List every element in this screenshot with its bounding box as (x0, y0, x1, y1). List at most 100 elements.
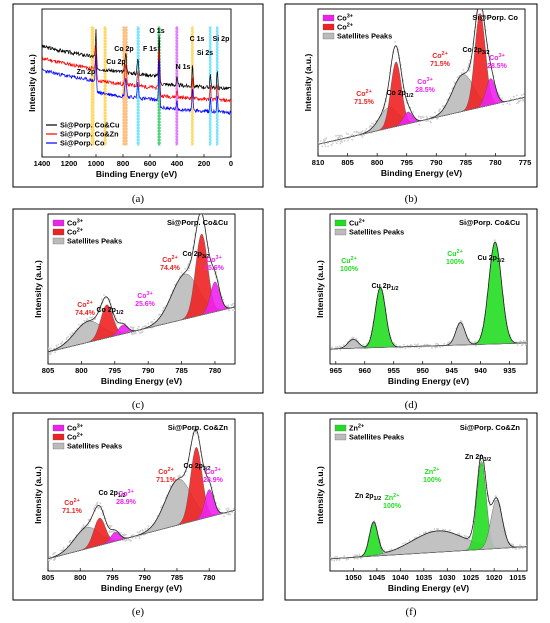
x-tick-label: 805 (42, 366, 55, 375)
raw-data-point (233, 510, 235, 513)
raw-data-point (417, 115, 420, 117)
raw-data-point (331, 346, 333, 349)
raw-data-point (130, 333, 133, 335)
background-line (48, 509, 235, 560)
raw-data-point (522, 99, 525, 102)
raw-data-point (425, 115, 428, 118)
raw-data-point (388, 549, 391, 552)
raw-data-point (140, 534, 142, 537)
y-axis-label: Intensity (a.u.) (33, 466, 43, 524)
raw-data-point (465, 535, 467, 538)
raw-data-point (347, 133, 350, 135)
raw-data-point (138, 332, 141, 334)
x-axis-label: Binding Energy (eV) (388, 583, 469, 593)
legend-label: Co2+ (337, 23, 353, 32)
raw-data-point (49, 555, 51, 558)
peak-label: Co 2p1/2 (98, 490, 125, 499)
raw-data-point (218, 508, 221, 511)
raw-data-point (522, 98, 524, 101)
raw-data-point (522, 93, 525, 96)
raw-data-point (87, 518, 90, 521)
panel-tag-a: (a) (132, 193, 145, 205)
raw-data-point (86, 318, 89, 320)
raw-data-point (60, 342, 63, 344)
raw-data-point (447, 341, 449, 344)
raw-data-point (124, 539, 127, 542)
raw-data-point (74, 329, 76, 332)
x-tick-label: 810 (312, 158, 325, 167)
raw-data-point (522, 340, 525, 342)
raw-data-point (402, 343, 405, 346)
x-tick-label: 950 (416, 366, 429, 375)
raw-data-point (427, 119, 429, 122)
raw-data-point (214, 268, 217, 270)
raw-data-point (232, 305, 235, 308)
raw-data-point (153, 318, 156, 321)
legend-label: Co2+ (67, 433, 83, 442)
raw-data-point (121, 533, 124, 536)
raw-data-point (144, 528, 147, 530)
peak-band (175, 26, 179, 146)
sample-title: Si@Porp. Co&Cu (459, 218, 520, 227)
raw-data-point (375, 119, 378, 122)
raw-data-point (354, 554, 357, 557)
raw-data-point (54, 551, 57, 554)
raw-data-point (85, 319, 88, 322)
background-line (318, 96, 525, 145)
x-tick-label: 1020 (486, 573, 503, 582)
raw-data-point (360, 130, 363, 133)
raw-data-point (419, 115, 422, 118)
annotation-species: Cu2+ (341, 256, 357, 265)
legend: Co3+Co2+Satellites Peaks (322, 14, 392, 41)
raw-data-point (48, 347, 51, 350)
raw-data-point (433, 528, 436, 531)
raw-data-point (480, 1, 482, 3)
x-tick-label: 935 (503, 366, 516, 375)
raw-data-point (471, 341, 473, 344)
raw-data-point (138, 537, 141, 540)
raw-data-point (52, 553, 54, 556)
raw-data-point (134, 537, 137, 540)
raw-data-point (180, 271, 183, 274)
raw-data-point (146, 527, 149, 530)
raw-data-point (187, 263, 190, 265)
raw-data-point (358, 554, 361, 557)
legend-label: Si@Porp. Co&Zn (60, 130, 119, 139)
raw-data-point (133, 331, 135, 334)
raw-data-point (55, 344, 58, 347)
raw-data-point (414, 343, 416, 346)
raw-data-point (518, 547, 521, 550)
raw-data-point (332, 142, 334, 144)
raw-data-point (404, 347, 407, 350)
raw-data-point (93, 506, 96, 509)
legend-label: Satellites Peaks (67, 237, 122, 246)
raw-data-point (336, 137, 339, 139)
raw-data-point (115, 317, 118, 320)
raw-data-point (409, 344, 412, 346)
raw-data-point (323, 143, 326, 145)
raw-data-point (441, 345, 444, 348)
raw-data-point (192, 428, 195, 431)
survey-line-co (42, 54, 231, 116)
legend-label: Zn2+ (349, 424, 364, 433)
annotation-species: Cu2+ (447, 249, 463, 258)
raw-data-point (521, 343, 524, 346)
panel-tag-f: (f) (406, 606, 417, 618)
raw-data-point (516, 344, 519, 347)
raw-data-point (128, 538, 130, 541)
x-tick-label: 400 (171, 159, 184, 168)
annotation-percent: 74.4% (160, 265, 181, 272)
annotation-species: Co3+ (118, 489, 134, 498)
raw-data-point (227, 308, 230, 311)
raw-data-point (67, 335, 70, 338)
raw-data-point (361, 130, 364, 132)
raw-data-point (524, 341, 526, 343)
annotation-species: Co2+ (158, 467, 174, 476)
raw-data-point (401, 346, 404, 349)
raw-data-point (178, 474, 181, 477)
x-tick-label: 790 (138, 573, 151, 582)
raw-data-point (498, 94, 501, 97)
raw-data-point (184, 267, 187, 270)
x-tick-label: 0 (229, 159, 233, 168)
annotation-species: Zn2+ (425, 467, 440, 476)
